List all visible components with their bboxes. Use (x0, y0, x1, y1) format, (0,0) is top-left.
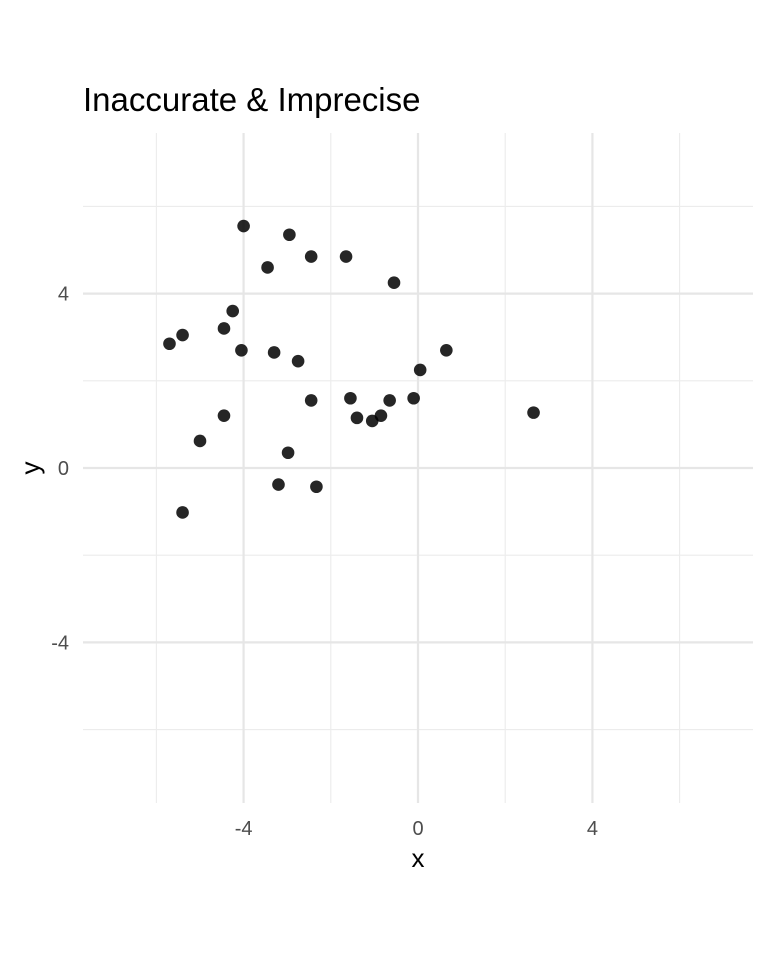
scatter-point (527, 406, 540, 419)
y-tick-label: 0 (58, 458, 69, 480)
y-axis-tick-labels: -4 0 4 (51, 284, 69, 655)
scatter-point (235, 343, 248, 357)
scatter-point (272, 478, 285, 491)
scatter-point (163, 337, 176, 351)
scatter-point (283, 228, 296, 242)
y-axis-label: y (15, 462, 45, 475)
scatter-point (291, 354, 305, 368)
scatter-point (413, 363, 427, 377)
scatter-point (281, 446, 295, 460)
scatter-point (217, 322, 231, 335)
scatter-point (217, 409, 231, 422)
scatter-point (304, 394, 318, 407)
y-tick-label: -4 (51, 632, 69, 654)
x-tick-label: 0 (412, 818, 423, 840)
scatter-point (261, 261, 274, 274)
scatter-point (365, 414, 379, 428)
scatter-point (310, 480, 323, 494)
x-axis-label: x (412, 843, 425, 873)
scatter-point (344, 391, 357, 405)
major-gridlines (83, 133, 753, 803)
scatter-point (339, 250, 353, 263)
scatter-point (350, 411, 364, 425)
scatter-point (176, 328, 189, 342)
y-tick-label: 4 (58, 284, 69, 306)
scatter-point (304, 250, 318, 263)
data-points (163, 219, 540, 519)
scatter-point (267, 346, 281, 359)
x-tick-label: 4 (587, 818, 598, 840)
x-axis-tick-labels: -4 0 4 (235, 818, 598, 840)
scatter-point (176, 506, 189, 519)
scatter-point (383, 394, 396, 407)
scatter-point (193, 434, 207, 448)
scatter-point (387, 276, 401, 290)
chart-title: Inaccurate & Imprecise (83, 81, 420, 118)
scatter-point (237, 219, 250, 233)
x-tick-label: -4 (235, 818, 253, 840)
scatter-point (440, 343, 453, 357)
scatter-point (226, 304, 239, 318)
scatter-point (407, 391, 420, 405)
